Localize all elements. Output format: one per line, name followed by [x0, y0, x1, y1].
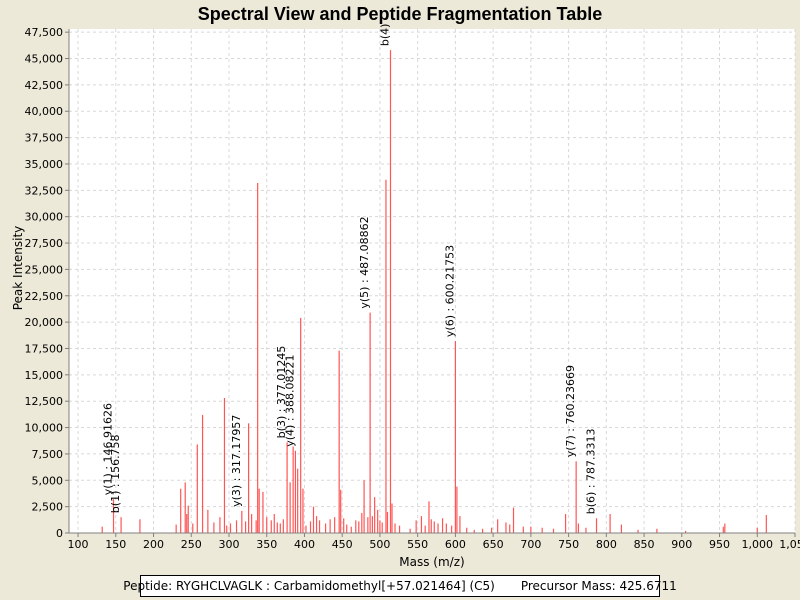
y-tick-label: 0: [56, 527, 63, 540]
x-tick-label: 1,000: [742, 538, 774, 551]
peak-annotation: b(6) : 787.3313: [585, 428, 598, 514]
y-tick-label: 30,000: [25, 211, 64, 224]
x-tick-label: 250: [181, 538, 202, 551]
x-tick-label: 600: [445, 538, 466, 551]
peak-series: [101, 50, 767, 533]
peak-annotation: y(7) : 760.23669: [564, 365, 577, 457]
x-tick-label: 100: [68, 538, 89, 551]
x-tick-label: 850: [634, 538, 655, 551]
x-tick-label: 1,050: [779, 538, 800, 551]
peptide-info-box: Peptide: RYGHCLVAGLK : Carbamidomethyl[+…: [123, 575, 677, 597]
x-tick-label: 900: [671, 538, 692, 551]
x-tick-label: 750: [558, 538, 579, 551]
y-tick-label: 35,000: [25, 158, 64, 171]
y-tick-label: 5,000: [32, 474, 64, 487]
precursor-mass-label: Precursor Mass: 425.6711: [520, 579, 677, 593]
y-tick-label: 12,500: [25, 395, 64, 408]
peak-annotation: y(4) : 388.08221: [283, 354, 296, 446]
x-axis-ticks: 100 150 200 250 300 350 400 450 500 550 600 650 700 7…: [68, 533, 800, 551]
y-tick-label: 10,000: [25, 422, 64, 435]
x-tick-label: 500: [369, 538, 390, 551]
x-axis-label: Mass (m/z): [399, 555, 464, 569]
x-tick-label: 450: [332, 538, 353, 551]
y-tick-label: 47,500: [25, 26, 64, 39]
y-tick-label: 15,000: [25, 369, 64, 382]
y-tick-label: 25,000: [25, 263, 64, 276]
x-tick-label: 800: [596, 538, 617, 551]
y-tick-label: 7,500: [32, 448, 64, 461]
y-axis-ticks: 0 2,500 5,000 7,500 10,000 12,500 15,000 17,500…: [25, 26, 69, 540]
y-tick-label: 27,500: [25, 237, 64, 250]
peak-annotation: y(5) : 487.08862: [358, 216, 371, 308]
y-tick-label: 22,500: [25, 290, 64, 303]
chart-title: Spectral View and Peptide Fragmentation …: [198, 4, 602, 24]
peak-annotation: b(1) : 156.758: [109, 434, 122, 513]
y-tick-label: 20,000: [25, 316, 64, 329]
x-tick-label: 700: [520, 538, 541, 551]
x-tick-label: 350: [256, 538, 277, 551]
y-tick-label: 40,000: [25, 105, 64, 118]
x-tick-label: 550: [407, 538, 428, 551]
y-axis-label: Peak Intensity: [11, 226, 25, 311]
axes: [68, 29, 795, 534]
y-tick-label: 17,500: [25, 342, 64, 355]
y-tick-label: 45,000: [25, 53, 64, 66]
x-tick-label: 650: [483, 538, 504, 551]
peak-annotation: b(3) : 377.01245: [275, 346, 288, 439]
y-tick-label: 32,500: [25, 184, 64, 197]
peak-annotation: b(4): [378, 24, 391, 47]
grid-lines: [69, 29, 796, 534]
x-tick-label: 400: [294, 538, 315, 551]
x-tick-label: 950: [709, 538, 730, 551]
peak-annotation: y(6) : 600.21753: [443, 245, 456, 337]
peak-annotation: y(1) : 146.91626: [102, 403, 115, 495]
y-tick-label: 2,500: [32, 501, 64, 514]
plot-area: [69, 29, 795, 533]
peak-annotation: y(3) : 317.17957: [230, 415, 243, 507]
y-tick-label: 42,500: [25, 79, 64, 92]
peptide-label: Peptide: RYGHCLVAGLK : Carbamidomethyl[+…: [123, 579, 495, 593]
x-tick-label: 200: [143, 538, 164, 551]
x-tick-label: 300: [218, 538, 239, 551]
y-tick-label: 37,500: [25, 132, 64, 145]
x-tick-label: 150: [105, 538, 126, 551]
